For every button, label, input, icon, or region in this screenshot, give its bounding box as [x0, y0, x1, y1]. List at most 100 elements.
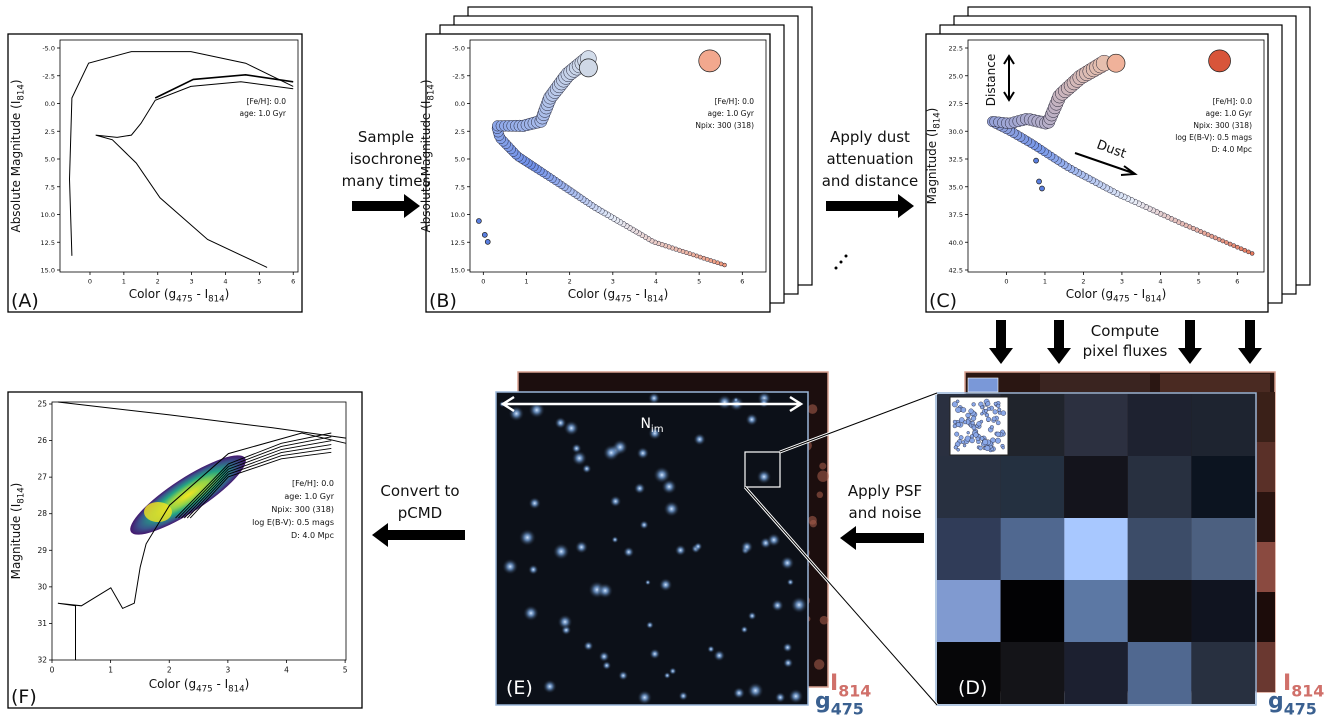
x-axis-label-part: Color (g — [568, 287, 615, 301]
x-axis-label-part: - I — [1130, 287, 1146, 301]
band-label-part: 814 — [1291, 682, 1324, 701]
y-axis-label-part: ) — [419, 79, 433, 84]
process-arrow — [840, 526, 924, 550]
x-axis-label-part: Color (g — [149, 677, 196, 691]
y-tick-label: 7.5 — [45, 183, 55, 191]
y-tick-label: 0.0 — [45, 100, 55, 108]
star-g-band — [747, 682, 764, 699]
x-tick-label: 4 — [654, 278, 658, 286]
star-g-band — [598, 651, 609, 662]
x-axis-label-part: 475 — [615, 295, 631, 305]
band-label-part: 475 — [1284, 700, 1317, 719]
star-g-band — [557, 614, 572, 629]
star-g-band — [790, 596, 807, 613]
pixel-g-band — [1064, 518, 1128, 580]
y-axis-label-part: 814 — [933, 112, 943, 128]
star-g-band — [775, 692, 786, 703]
star-g-band — [528, 564, 539, 575]
pixel-g-band — [1001, 456, 1065, 518]
star-g-band — [603, 444, 620, 461]
star-g-band — [733, 687, 745, 699]
star-point — [579, 59, 597, 77]
inset-star — [1002, 446, 1005, 449]
arrow-label: Sample — [358, 128, 414, 146]
ellipsis-dot — [840, 261, 843, 264]
annotation: age: 1.0 Gyr — [707, 109, 754, 118]
annotation: Npix: 300 (318) — [271, 505, 334, 514]
x-tick-label: 3 — [225, 666, 230, 675]
star-g-band — [637, 690, 652, 705]
process-arrow — [352, 194, 420, 218]
process-arrow — [989, 320, 1013, 364]
x-tick-label: 5 — [697, 278, 701, 286]
y-tick-label: 29 — [37, 546, 47, 555]
star-g-band — [528, 497, 541, 510]
x-axis-label-part: 475 — [196, 685, 212, 695]
y-tick-label: 10.0 — [451, 211, 465, 219]
star-point — [1250, 251, 1254, 255]
star-g-band — [678, 691, 688, 701]
star-g-band — [771, 599, 784, 612]
star-point — [699, 50, 721, 72]
star-point — [1040, 186, 1045, 191]
process-arrow — [1047, 320, 1071, 364]
y-tick-label: 27 — [37, 473, 47, 482]
x-tick-label: 5 — [1197, 278, 1201, 286]
arrow-label: many times — [342, 172, 431, 190]
star-i-band — [819, 463, 826, 470]
x-axis-label-part: 475 — [1113, 295, 1129, 305]
pixel-g-band — [1064, 580, 1128, 642]
pixel-g-band — [1001, 642, 1065, 704]
x-axis-label-part: - I — [632, 287, 648, 301]
arrow-label: Compute — [1091, 322, 1159, 340]
star-g-band — [611, 536, 618, 543]
star-i-band — [810, 520, 817, 527]
inset-star — [1001, 411, 1006, 416]
pixel-g-band — [1191, 394, 1255, 456]
star-point — [476, 218, 481, 223]
y-tick-label: 40.0 — [949, 239, 963, 247]
arrow-label: and distance — [822, 172, 919, 190]
star-g-band — [713, 650, 725, 662]
star-g-band — [646, 621, 654, 629]
arrow-label: attenuation — [826, 150, 913, 168]
annotation: log E(B-V): 0.5 mags — [252, 518, 334, 527]
ellipsis-dot — [835, 267, 838, 270]
x-tick-label: 5 — [257, 278, 261, 286]
inset-star — [972, 426, 976, 430]
inset-star — [982, 439, 987, 444]
n-im-label-part: N — [640, 416, 650, 432]
y-tick-label: 2.5 — [455, 128, 465, 136]
y-tick-label: 15.0 — [41, 267, 55, 275]
arrow-label: isochrone — [350, 150, 423, 168]
inset-star — [972, 403, 976, 407]
inset-star — [985, 446, 990, 451]
star-g-band — [787, 578, 794, 585]
inset-star — [980, 406, 983, 409]
pixel-i-band — [1256, 442, 1275, 492]
pixel-g-band — [1001, 394, 1065, 456]
pixel-g-band — [1128, 518, 1192, 580]
inset-star — [995, 438, 1000, 443]
pixel-i-band — [1256, 592, 1275, 642]
star-g-band — [661, 479, 677, 495]
y-axis-label-part: ) — [9, 79, 23, 84]
y-tick-label: -5.0 — [452, 45, 465, 53]
star-g-band — [648, 392, 660, 404]
x-tick-label: 2 — [167, 666, 172, 675]
x-tick-label: 4 — [223, 278, 227, 286]
star-point — [1209, 50, 1231, 72]
annotation: [Fe/H]: 0.0 — [247, 97, 287, 106]
band-label-part: 814 — [838, 682, 871, 701]
inset-star — [952, 402, 957, 407]
pixel-g-band — [1191, 642, 1255, 704]
y-tick-label: 2.5 — [45, 128, 55, 136]
star-point — [1107, 54, 1125, 72]
process-arrow — [826, 194, 914, 218]
y-tick-label: 15.0 — [451, 267, 465, 275]
y-tick-label: -5.0 — [42, 45, 55, 53]
arrow-label: and noise — [849, 504, 922, 522]
annotation: D: 4.0 Mpc — [1212, 145, 1252, 154]
inset-star — [953, 420, 957, 424]
arrow-label: Apply PSF — [848, 482, 922, 500]
